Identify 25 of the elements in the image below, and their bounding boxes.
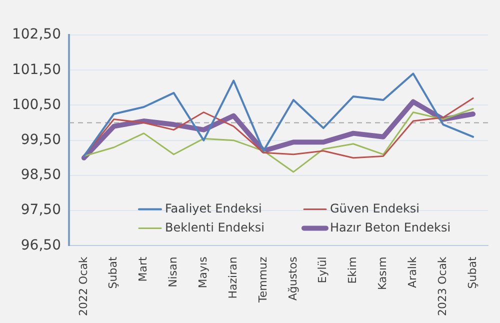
legend-label: Güven Endeksi — [330, 201, 420, 216]
y-tick-label: 96,50 — [20, 237, 61, 254]
y-tick-label: 102,50 — [12, 26, 61, 43]
y-tick-label: 101,50 — [12, 62, 61, 78]
x-tick-label: 2023 Ocak — [436, 256, 449, 316]
legend-label: Beklenti Endeksi — [164, 220, 264, 234]
x-tick-label: Eylül — [316, 256, 330, 284]
x-tick-label: Ekim — [346, 256, 360, 284]
y-tick-label: 99,50 — [20, 132, 61, 148]
x-tick-label: Mart — [136, 256, 150, 282]
x-tick-label: 2022 Ocak — [76, 256, 90, 316]
x-tick-label: Temmuz — [256, 256, 270, 304]
x-tick-label: Haziran — [226, 256, 240, 299]
x-tick-label: Kasım — [376, 256, 390, 290]
x-tick-label: Mayıs — [196, 256, 210, 288]
x-tick-label: Nisan — [166, 256, 180, 288]
x-tick-label: Şubat — [106, 256, 120, 289]
y-tick-label: 98,50 — [20, 167, 61, 184]
y-tick-label: 97,50 — [20, 202, 61, 218]
legend-label: Faaliyet Endeksi — [164, 201, 262, 216]
x-tick-label: Aralık — [406, 256, 420, 288]
x-tick-label: Ağustos — [286, 256, 300, 301]
y-tick-label: 100,50 — [12, 96, 61, 113]
legend-label: Hazır Beton Endeksi — [330, 220, 451, 234]
x-tick-label: Şubat — [466, 256, 479, 289]
